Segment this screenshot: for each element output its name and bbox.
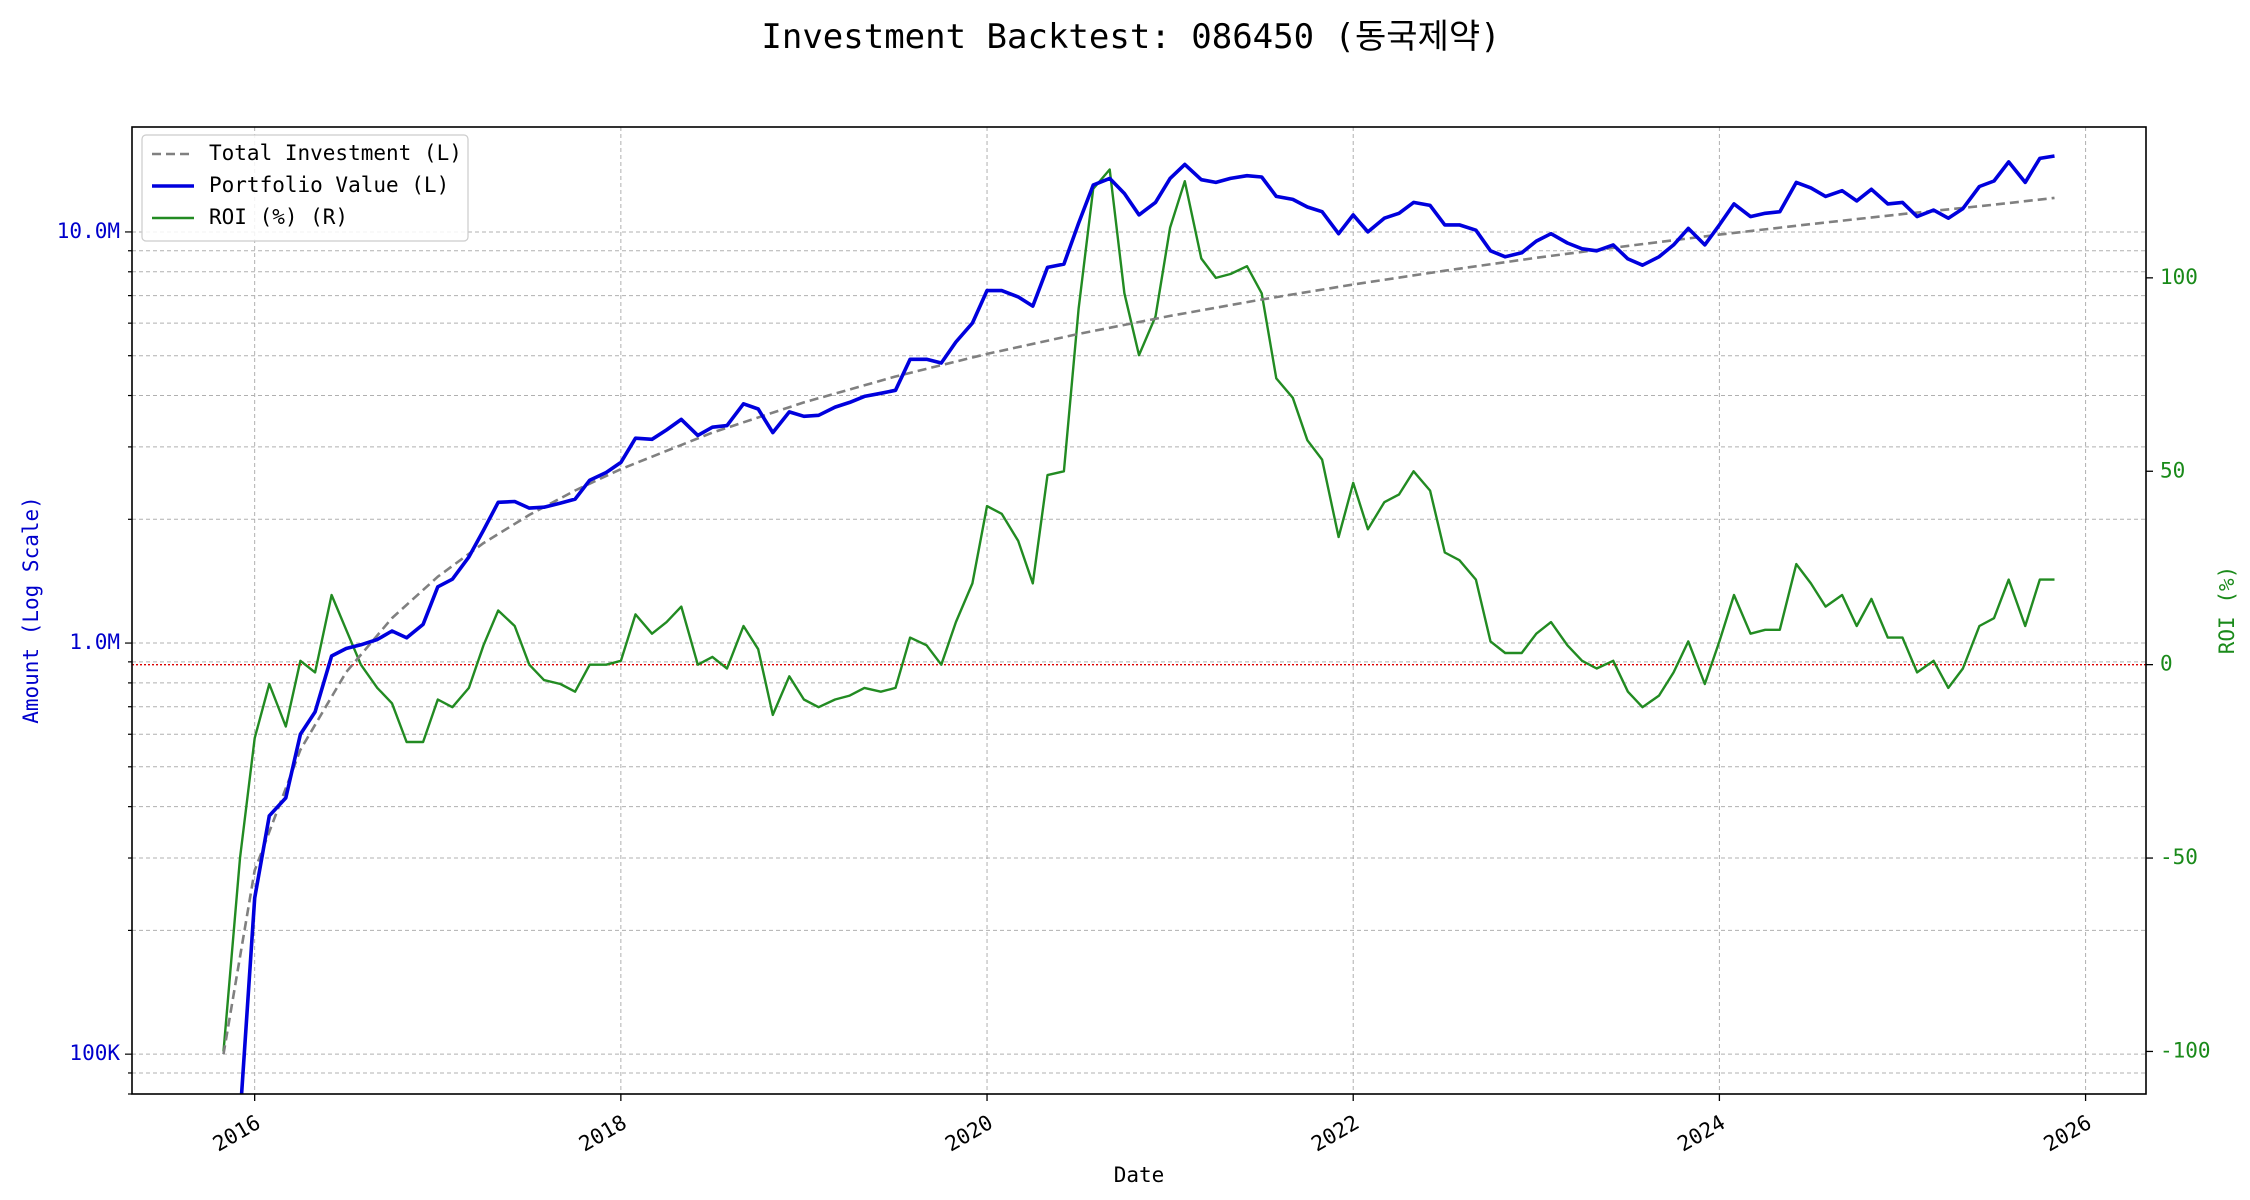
legend-box — [141, 134, 469, 242]
legend-label: Portfolio Value (L) — [209, 173, 449, 197]
roi-line — [222, 168, 2055, 1052]
y-right-tick-label: -50 — [2160, 845, 2198, 869]
y-left-tick-label: 1.0M — [69, 630, 120, 654]
legend: Total Investment (L) Portfolio Value (L) R… — [141, 134, 469, 242]
legend-label: ROI (%) (R) — [209, 205, 348, 229]
y-right-tick-label: 100 — [2160, 265, 2198, 289]
chart-title: Investment Backtest: 086450 (동국제약) — [761, 17, 1500, 57]
y-axis-left-label: Amount (Log Scale) — [19, 496, 43, 724]
y-left-tick-label: 100K — [69, 1041, 120, 1065]
series-lines — [222, 154, 2055, 1094]
y-right-tick-label: -100 — [2160, 1038, 2211, 1062]
y-left-tick-label: 10.0M — [57, 219, 120, 243]
y-axis-right-label: ROI (%) — [2215, 566, 2239, 655]
total-investment-line — [222, 196, 2055, 1055]
grid-lines — [132, 127, 2146, 1095]
legend-label: Total Investment (L) — [209, 141, 462, 165]
portfolio-value-line — [239, 154, 2055, 1094]
plot-frame — [131, 126, 2147, 1095]
y-right-tick-label: 0 — [2160, 652, 2173, 676]
x-axis-label: Date — [1114, 1163, 1165, 1187]
y-right-tick-label: 50 — [2160, 458, 2185, 482]
